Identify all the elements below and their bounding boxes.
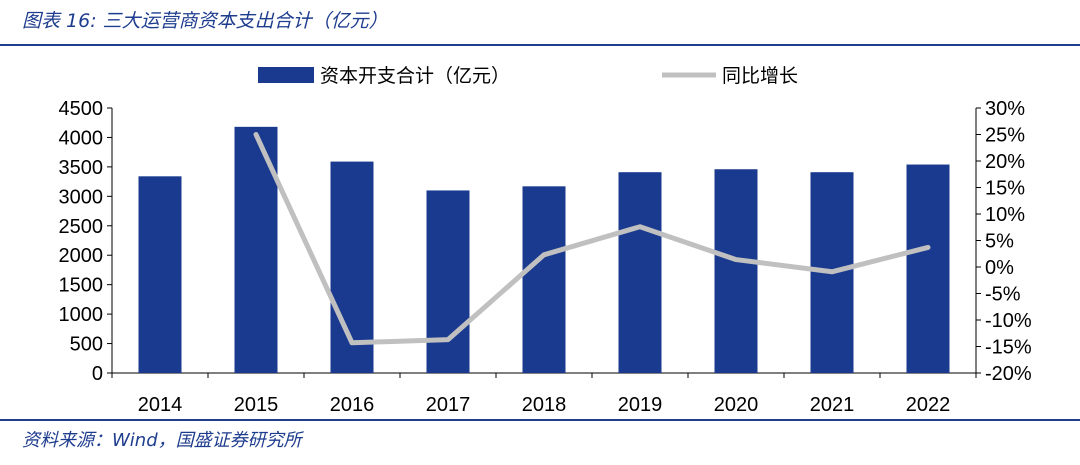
left-tick-label: 1000	[59, 304, 104, 326]
left-tick-label: 4500	[59, 98, 104, 120]
line-series	[253, 132, 931, 346]
growth-point	[351, 341, 353, 344]
growth-line	[253, 132, 931, 346]
x-tick-label: 2021	[810, 394, 855, 416]
left-tick-label: 500	[70, 334, 103, 356]
right-tick-label: -5%	[985, 284, 1021, 306]
growth-point	[447, 338, 449, 341]
legend-label-line: 同比增长	[722, 65, 798, 87]
legend-swatch-bar	[258, 67, 314, 83]
growth-point	[639, 225, 641, 228]
right-tick-label: 5%	[985, 231, 1014, 253]
right-tick-label: -10%	[985, 310, 1032, 332]
right-tick-label: 20%	[985, 151, 1025, 173]
right-tick-label: 15%	[985, 178, 1025, 200]
left-tick-label: 1500	[59, 275, 104, 297]
right-tick-label: -20%	[985, 363, 1032, 385]
left-tick-label: 2500	[59, 216, 104, 238]
x-tick-label: 2016	[330, 394, 375, 416]
right-tick-label: 25%	[985, 125, 1025, 147]
left-tick-label: 4000	[59, 127, 104, 149]
left-tick-label: 3500	[59, 157, 104, 179]
growth-point	[927, 246, 929, 249]
growth-point	[543, 253, 545, 256]
legend-label-bar: 资本开支合计（亿元）	[320, 65, 510, 87]
growth-point	[735, 258, 737, 261]
left-tick-label: 2000	[59, 245, 104, 267]
bar-series	[138, 126, 950, 373]
x-tick-label: 2022	[906, 394, 951, 416]
bar	[906, 164, 950, 373]
legend: 资本开支合计（亿元） 同比增长	[258, 65, 798, 87]
growth-point	[831, 270, 833, 273]
bar	[714, 169, 758, 373]
x-tick-label: 2017	[426, 394, 471, 416]
x-axis-ticks: 2014 2015 2016 2017 2018 2019 2020 2021 2022	[111, 373, 977, 416]
bar	[618, 172, 662, 373]
bar	[138, 176, 182, 373]
title-divider	[0, 44, 1080, 46]
x-tick-label: 2015	[234, 394, 279, 416]
bar	[522, 186, 566, 373]
x-tick-label: 2018	[522, 394, 567, 416]
right-tick-label: 10%	[985, 204, 1025, 226]
left-tick-label: 0	[92, 363, 103, 385]
x-tick-label: 2020	[714, 394, 759, 416]
growth-point	[255, 133, 257, 136]
right-tick-label: -15%	[985, 337, 1032, 359]
chart-title: 图表 16: 三大运营商资本支出合计（亿元）	[22, 10, 388, 32]
right-tick-label: 0%	[985, 257, 1014, 279]
x-tick-label: 2019	[618, 394, 663, 416]
source-note: 资料来源：Wind，国盛证券研究所	[22, 430, 302, 451]
bar	[426, 190, 470, 373]
x-tick-label: 2014	[138, 394, 183, 416]
left-tick-label: 3000	[59, 186, 104, 208]
left-axis-ticks: 0 500 1000 1500 2000 2500 3000 3500 4000 4500	[59, 98, 112, 385]
footer-divider	[0, 419, 1080, 421]
right-axis-ticks: -20% -15% -10% -5% 0% 5% 10% 15% 20% 25% 30%	[976, 98, 1032, 385]
right-tick-label: 30%	[985, 98, 1025, 120]
